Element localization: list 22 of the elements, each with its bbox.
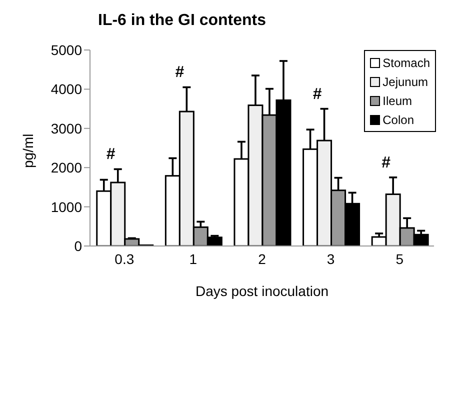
annotation: #: [106, 146, 116, 164]
annotation: #: [175, 64, 184, 82]
x-axis-title: Days post inoculation: [195, 283, 329, 299]
x-tick-label: 0.3: [114, 250, 134, 267]
chart-title: IL-6 in the GI contents: [98, 12, 266, 30]
y-tick-label: 1000: [50, 198, 82, 215]
annotation: #: [312, 86, 322, 103]
y-tick-label: 0: [74, 238, 82, 254]
y-tick-label: 2000: [50, 160, 82, 176]
legend-label: Stomach: [382, 54, 430, 72]
x-tick-label: 1: [189, 250, 198, 267]
y-axis-title: pg/ml: [20, 134, 36, 168]
y-tick-label: 3000: [50, 120, 82, 136]
x-tick-label: 2: [258, 250, 266, 267]
x-tick-label: 3: [326, 250, 335, 267]
legend-label: Ileum: [382, 92, 413, 110]
legend-label: Jejunum: [382, 74, 429, 90]
legend-label: Colon: [382, 112, 415, 128]
x-tick-label: 5: [396, 250, 404, 267]
annotation: #: [382, 154, 391, 172]
y-tick-label: 5000: [50, 42, 82, 58]
y-tick-label: 4000: [50, 81, 82, 98]
